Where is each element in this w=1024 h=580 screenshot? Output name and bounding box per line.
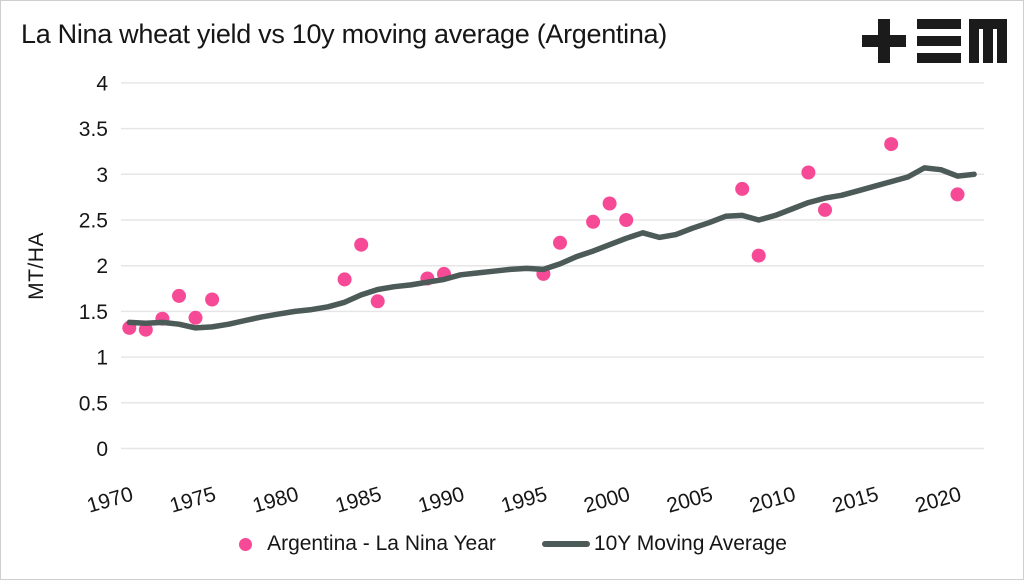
y-tick-label: 3.5	[79, 118, 108, 141]
la-nina-scatter-series	[122, 137, 965, 337]
la-nina-data-point	[751, 248, 766, 263]
y-tick-label: 2	[96, 255, 108, 278]
la-nina-data-point	[884, 137, 899, 152]
la-nina-data-point	[188, 310, 203, 325]
gridlines	[121, 82, 984, 450]
x-axis-tick-labels: 1970 1975 1980 1985 1990 1995 2000 2005 2010 2015…	[84, 483, 963, 518]
la-nina-data-point	[354, 237, 369, 252]
y-axis-tick-labels: 0 0.5 1 1.5 2 2.5 3 3.5 4	[79, 72, 109, 461]
la-nina-data-point	[602, 196, 617, 211]
y-tick-label: 4	[96, 72, 108, 95]
y-tick-label: 1	[96, 347, 108, 370]
y-tick-label: 3	[96, 164, 108, 187]
legend: Argentina - La Nina Year 10Y Moving Aver…	[1, 532, 1023, 556]
la-nina-data-point	[138, 322, 153, 337]
la-nina-data-point	[337, 272, 352, 287]
y-tick-label: 1.5	[79, 301, 108, 324]
la-nina-data-point	[553, 235, 567, 250]
y-tick-label: 0.5	[79, 392, 108, 415]
legend-item-moving-average: 10Y Moving Average	[541, 532, 787, 556]
la-nina-data-point	[370, 294, 385, 309]
x-tick-label: 2000	[581, 483, 632, 518]
triple-bars-icon	[917, 19, 961, 63]
y-tick-label: 0	[96, 438, 108, 461]
tem-logo-graphic	[862, 19, 1007, 63]
moving-average-line	[126, 165, 977, 331]
x-tick-label: 1970	[84, 483, 135, 518]
la-nina-data-point	[950, 187, 965, 202]
x-tick-label: 1985	[333, 483, 384, 518]
x-tick-label: 1990	[416, 483, 467, 518]
la-nina-data-point	[205, 292, 220, 307]
scatter-marker-icon	[239, 537, 253, 551]
chart-title: La Nina wheat yield vs 10y moving averag…	[21, 19, 667, 49]
x-tick-label: 1975	[167, 483, 218, 518]
tem-logo	[862, 17, 1007, 65]
x-tick-label: 1995	[499, 483, 550, 518]
x-tick-label: 1980	[250, 483, 301, 518]
x-tick-label: 2005	[664, 483, 715, 518]
la-nina-data-point	[735, 181, 750, 196]
m-glyph-icon	[969, 19, 1007, 63]
plus-icon	[862, 19, 906, 63]
x-tick-label: 2015	[830, 483, 881, 518]
legend-label-moving-average: 10Y Moving Average	[593, 532, 787, 555]
la-nina-data-point	[172, 288, 186, 303]
y-tick-label: 2.5	[79, 210, 108, 233]
x-tick-label: 2020	[913, 483, 964, 518]
legend-label-la-nina: Argentina - La Nina Year	[267, 532, 496, 555]
la-nina-data-point	[586, 214, 601, 229]
la-nina-data-point	[818, 202, 832, 217]
y-axis-title: MT/HA	[25, 232, 48, 300]
legend-item-la-nina: Argentina - La Nina Year	[239, 532, 496, 556]
line-marker-icon	[541, 541, 590, 547]
la-nina-data-point	[619, 213, 634, 227]
la-nina-data-point	[801, 165, 816, 180]
x-tick-label: 2010	[747, 483, 798, 518]
